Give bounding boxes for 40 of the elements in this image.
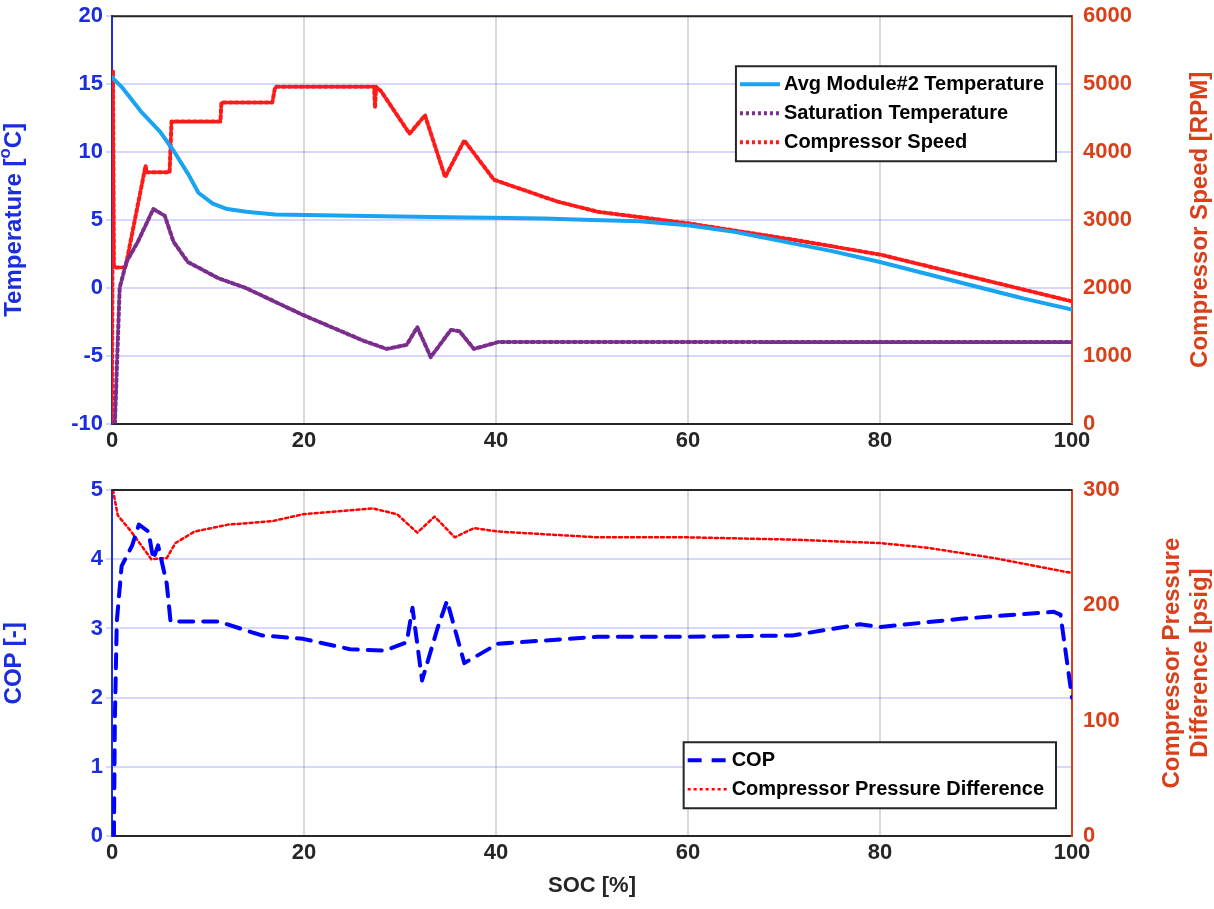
y-tick-label: 15: [78, 70, 103, 96]
x-tick-label: 80: [867, 426, 893, 452]
y-axis-title: COP [-]: [0, 622, 26, 705]
y2-tick-label: 5000: [1083, 70, 1132, 96]
x-tick-label: 80: [867, 839, 893, 865]
y-tick-label: 5: [90, 476, 103, 502]
y2-tick-label: 300: [1083, 476, 1120, 502]
x-tick-label: 20: [291, 426, 317, 452]
x-tick-label: 40: [483, 839, 509, 865]
y2-tick-label: 2000: [1083, 273, 1132, 299]
legend-label: Compressor Pressure Difference: [731, 776, 1045, 799]
x-tick-label: 40: [483, 426, 509, 452]
y2-tick-label: 100: [1083, 706, 1120, 732]
y-tick-label: 20: [78, 2, 103, 28]
y-tick-label: 0: [90, 822, 103, 848]
y2-tick-label: 4000: [1083, 138, 1132, 164]
y-axis-title: Temperature [oC]: [0, 122, 26, 317]
y2-tick-label: 3000: [1083, 205, 1132, 231]
y2-tick-label: 1000: [1083, 341, 1132, 367]
y-tick-label: 5: [90, 205, 103, 231]
y2-axis-title: Compressor Speed [RPM]: [1184, 71, 1212, 368]
legend-label: Avg Module#2 Temperature: [783, 71, 1044, 94]
y-tick-label: 10: [78, 138, 103, 164]
y-tick-label: 4: [90, 545, 104, 571]
legend-label: Saturation Temperature: [783, 100, 1009, 123]
legend-label: COP: [731, 747, 775, 770]
y-tick-label: 0: [90, 273, 103, 299]
y-tick-label: -5: [83, 341, 103, 367]
y2-axis-title: Compressor Pressure Difference [psig]: [1156, 537, 1212, 789]
x-tick-label: 60: [675, 839, 701, 865]
x-axis-title: SOC [%]: [548, 871, 636, 897]
y-tick-label: 2: [90, 683, 103, 709]
x-tick-label: 20: [291, 839, 317, 865]
y2-tick-label: 200: [1083, 591, 1120, 617]
y-tick-label: 3: [90, 614, 103, 640]
y-tick-label: -10: [71, 409, 103, 435]
x-tick-label: 60: [675, 426, 701, 452]
y-tick-label: 1: [90, 753, 103, 779]
y2-tick-label: 6000: [1083, 2, 1132, 28]
legend-label: Compressor Speed: [783, 129, 968, 152]
